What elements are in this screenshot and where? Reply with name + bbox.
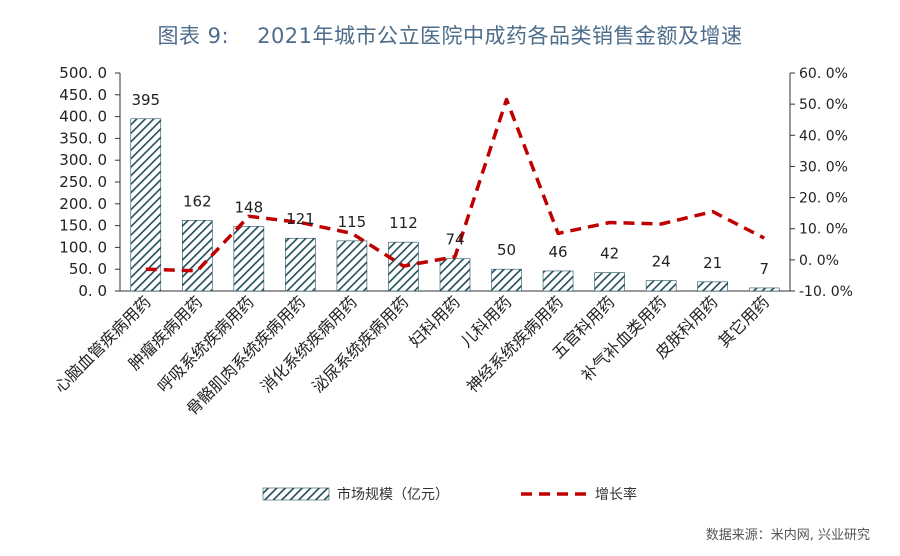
category-label: 消化系统疾病用药 xyxy=(257,292,361,396)
bar-value-label: 115 xyxy=(338,213,367,231)
bar-value-label: 395 xyxy=(131,91,160,109)
left-tick-label: 200. 0 xyxy=(59,195,107,213)
bar xyxy=(182,220,213,292)
right-tick-label: -10. 0% xyxy=(799,284,853,300)
left-tick-label: 450. 0 xyxy=(59,86,107,104)
category-label: 妇科用药 xyxy=(405,292,464,351)
legend-bar-swatch xyxy=(262,487,330,501)
bar-value-label: 21 xyxy=(703,254,722,272)
category-label: 其它用药 xyxy=(714,292,773,351)
right-tick-label: 20. 0% xyxy=(799,191,848,207)
right-tick-label: 40. 0% xyxy=(799,128,848,144)
bar-value-label: 24 xyxy=(652,253,671,271)
bar xyxy=(285,237,316,292)
category-label: 心脑血管疾病用药 xyxy=(51,292,155,396)
left-tick-label: 100. 0 xyxy=(59,238,107,256)
bar xyxy=(542,270,574,292)
category-label: 泌尿系统疾病用药 xyxy=(308,292,412,396)
bar xyxy=(439,258,471,292)
bar-value-label: 46 xyxy=(549,243,568,261)
bar-value-label: 112 xyxy=(389,214,418,232)
bar xyxy=(491,268,522,292)
bar xyxy=(748,287,780,292)
left-tick-label: 500. 0 xyxy=(59,64,107,82)
bar-value-label: 74 xyxy=(445,231,464,249)
legend-line-label: 增长率 xyxy=(595,486,637,503)
right-tick-label: 50. 0% xyxy=(799,97,848,113)
right-tick-label: 60. 0% xyxy=(799,66,848,82)
legend-bar-label: 市场规模（亿元） xyxy=(337,486,449,503)
left-tick-label: 150. 0 xyxy=(59,217,107,235)
category-label: 呼吸系统疾病用药 xyxy=(154,292,258,396)
bar-value-label: 7 xyxy=(759,260,769,278)
left-tick-label: 350. 0 xyxy=(59,129,107,147)
left-tick-label: 0. 0 xyxy=(78,282,107,300)
right-tick-label: 30. 0% xyxy=(799,159,848,175)
bar-value-label: 50 xyxy=(497,241,516,259)
left-tick-label: 250. 0 xyxy=(59,173,107,191)
left-tick-label: 300. 0 xyxy=(59,151,107,169)
bar-value-label: 148 xyxy=(235,198,264,216)
chart-number: 图表 9: xyxy=(157,24,230,48)
chart-title: 图表 9: 2021年城市公立医院中成药各品类销售金额及增速 xyxy=(0,20,900,50)
bar xyxy=(233,226,265,292)
right-tick-label: 10. 0% xyxy=(799,222,848,238)
bar xyxy=(594,272,625,292)
category-label: 神经系统疾病用药 xyxy=(463,292,567,396)
bar xyxy=(697,281,728,292)
source-note: 数据来源：米内网, 兴业研究 xyxy=(705,528,870,543)
bar-value-label: 162 xyxy=(183,192,212,210)
bar xyxy=(336,240,368,292)
left-tick-label: 400. 0 xyxy=(59,108,107,126)
bar xyxy=(645,280,677,292)
chart-title-text: 2021年城市公立医院中成药各品类销售金额及增速 xyxy=(257,24,743,48)
bar-value-label: 121 xyxy=(286,210,315,228)
left-tick-label: 50. 0 xyxy=(69,260,107,278)
right-tick-label: 0. 0% xyxy=(799,253,839,269)
bar-value-label: 42 xyxy=(600,245,619,263)
growth-line xyxy=(145,97,766,273)
legend: 市场规模（亿元） 增长率 xyxy=(262,486,637,503)
bar xyxy=(130,118,162,292)
